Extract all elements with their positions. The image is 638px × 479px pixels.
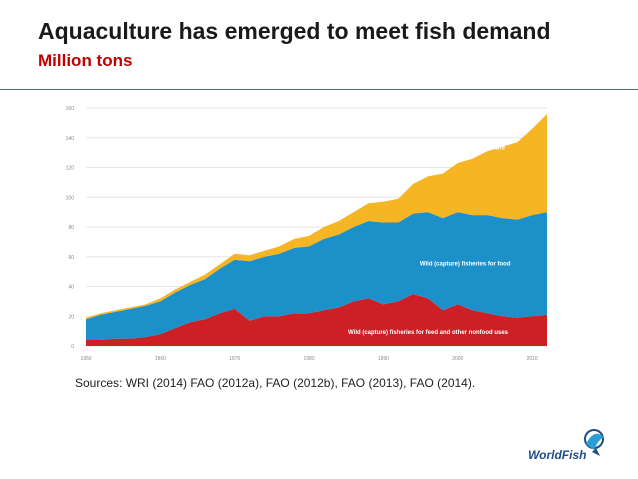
series-label-wild_nonfood: Wild (capture) fisheries for feed and ot… [348, 330, 509, 336]
slide-title: Aquaculture has emerged to meet fish dem… [38, 18, 551, 44]
x-tick-label: 1950 [80, 356, 91, 362]
y-tick-label: 100 [66, 195, 75, 201]
y-tick-label: 20 [68, 314, 74, 320]
y-tick-label: 140 [66, 136, 75, 142]
area-wild_nonfood [86, 293, 547, 346]
y-tick-label: 120 [66, 166, 75, 172]
fish-icon [584, 429, 604, 456]
y-tick-label: 160 [66, 106, 75, 112]
y-tick-label: 40 [68, 285, 74, 291]
series-labels: Wild (capture) fisheries for feed and ot… [348, 146, 511, 336]
series-label-wild_food: Wild (capture) fisheries for food [420, 262, 511, 268]
x-tick-label: 1980 [304, 356, 315, 362]
worldfish-logo: WorldFish [528, 428, 620, 468]
y-tick-label: 0 [71, 344, 74, 350]
x-tick-labels: 1950 1960 1970 1980 1990 2000 2010 [80, 356, 537, 362]
x-tick-label: 1970 [229, 356, 240, 362]
series-label-aquaculture: Aquaculture [470, 146, 506, 152]
x-tick-label: 2000 [452, 356, 463, 362]
area-wild_food [86, 212, 547, 341]
y-tick-label: 60 [68, 255, 74, 261]
title-divider [0, 89, 638, 90]
y-tick-label: 80 [68, 225, 74, 231]
areas [86, 113, 547, 346]
slide-subtitle: Million tons [38, 51, 133, 70]
logo-text: WorldFish [528, 448, 587, 462]
x-tick-label: 1990 [378, 356, 389, 362]
x-tick-label: 1960 [155, 356, 166, 362]
y-tick-labels: 0 20 40 60 80 100 120 140 160 [66, 106, 75, 350]
sources-note: Sources: WRI (2014) FAO (2012a), FAO (20… [75, 376, 476, 390]
x-tick-label: 2010 [527, 356, 538, 362]
